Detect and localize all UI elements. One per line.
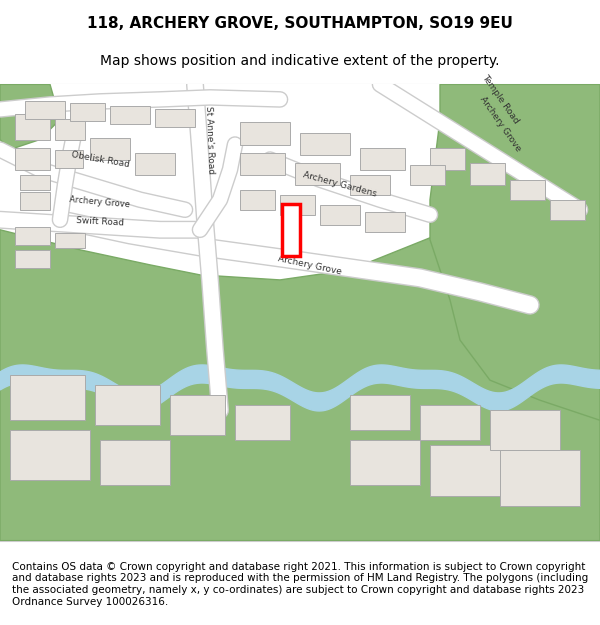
Bar (320, 205, 360, 225)
Bar (282, 204, 300, 256)
Polygon shape (0, 210, 600, 541)
Bar (300, 132, 350, 154)
Bar (500, 451, 580, 506)
Text: Obelisk Road: Obelisk Road (70, 150, 130, 169)
Bar (170, 395, 225, 436)
Bar (295, 162, 340, 184)
Text: St Anne's Road: St Anne's Road (205, 106, 215, 174)
Polygon shape (430, 84, 600, 420)
Text: Archery Grove: Archery Grove (70, 194, 131, 209)
Bar (10, 375, 85, 420)
Bar (240, 122, 290, 144)
Bar (70, 103, 105, 121)
Bar (55, 119, 85, 139)
Bar (110, 106, 150, 124)
Bar (20, 192, 50, 210)
Bar (90, 138, 130, 159)
Text: Archery Grove: Archery Grove (277, 254, 343, 276)
Text: Archery Grove: Archery Grove (478, 95, 523, 154)
Bar (470, 162, 505, 184)
Text: Temple Road: Temple Road (480, 73, 520, 126)
Bar (55, 232, 85, 248)
Bar (55, 149, 83, 168)
Bar (430, 148, 465, 169)
Bar (410, 164, 445, 184)
Text: Map shows position and indicative extent of the property.: Map shows position and indicative extent… (100, 54, 500, 68)
Bar (280, 194, 315, 215)
Bar (430, 446, 500, 496)
Bar (20, 174, 50, 189)
Polygon shape (0, 365, 600, 411)
Bar (350, 441, 420, 486)
Bar (15, 227, 50, 245)
Bar (25, 101, 65, 119)
Bar (155, 109, 195, 128)
Bar (15, 114, 50, 139)
Bar (350, 174, 390, 194)
Bar (550, 200, 585, 220)
Bar (365, 212, 405, 232)
Text: 118, ARCHERY GROVE, SOUTHAMPTON, SO19 9EU: 118, ARCHERY GROVE, SOUTHAMPTON, SO19 9E… (87, 16, 513, 31)
Bar (100, 441, 170, 486)
Bar (95, 385, 160, 425)
Bar (15, 250, 50, 268)
Bar (420, 405, 480, 441)
Bar (15, 148, 50, 169)
Bar (350, 395, 410, 431)
Bar (490, 410, 560, 451)
Polygon shape (0, 84, 60, 149)
Bar (235, 405, 290, 441)
Bar (360, 148, 405, 169)
Text: Archery Gardens: Archery Gardens (302, 171, 378, 199)
Bar (510, 179, 545, 200)
Text: Contains OS data © Crown copyright and database right 2021. This information is : Contains OS data © Crown copyright and d… (12, 562, 588, 606)
Bar (10, 431, 90, 481)
Bar (240, 189, 275, 210)
Bar (135, 152, 175, 174)
Bar (240, 152, 285, 174)
Text: Swift Road: Swift Road (76, 216, 124, 227)
